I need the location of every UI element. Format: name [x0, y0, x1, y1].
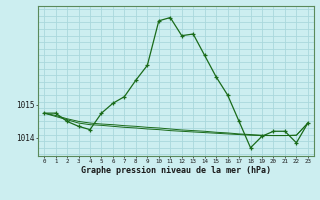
X-axis label: Graphe pression niveau de la mer (hPa): Graphe pression niveau de la mer (hPa) [81, 166, 271, 175]
